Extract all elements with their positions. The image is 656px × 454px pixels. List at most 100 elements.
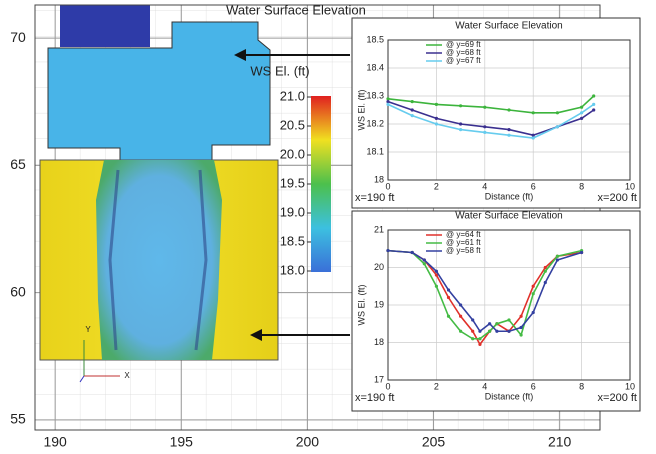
plot-frame	[387, 39, 631, 181]
y-tick-label: 20	[374, 262, 384, 272]
x-tick-label: 8	[579, 181, 584, 191]
point-marker	[386, 97, 390, 101]
x-tick-label: 195	[170, 434, 194, 450]
x-tick-label: 4	[482, 381, 487, 391]
channel-edges	[108, 169, 208, 351]
region-dark	[60, 5, 150, 47]
region-channel	[96, 160, 222, 360]
point-marker	[478, 329, 482, 333]
y-axis-label: WS El. (ft)	[356, 90, 366, 131]
colorbar-tick-label: 19.0	[280, 204, 305, 219]
point-marker	[483, 130, 487, 134]
y-tick-label: 18.4	[366, 62, 384, 72]
inset-panel: Water Surface Elevation 0 2 4 6 8 10 17 18 19 20 21…	[351, 210, 641, 412]
point-marker	[483, 105, 487, 109]
x-axis-label: Distance (ft)	[485, 391, 534, 401]
point-marker	[478, 337, 482, 341]
point-marker	[459, 128, 463, 132]
legend-label: @ y=69 ft	[446, 40, 481, 49]
point-marker	[422, 258, 426, 262]
x-tick-label: 6	[531, 181, 536, 191]
point-marker	[543, 269, 547, 273]
point-marker	[386, 249, 390, 253]
point-marker	[483, 125, 487, 129]
point-marker	[543, 280, 547, 285]
point-marker	[592, 108, 596, 112]
point-marker	[531, 111, 535, 115]
arrow-head	[234, 49, 246, 61]
chart-title: Water Surface Elevation	[455, 211, 562, 222]
point-marker	[434, 102, 438, 106]
point-marker	[459, 104, 463, 108]
point-marker	[471, 318, 475, 322]
series-line	[387, 249, 582, 333]
x-tick-label: 0	[385, 381, 390, 391]
point-marker	[386, 102, 390, 106]
point-marker	[507, 329, 511, 333]
y-tick-label: 21	[374, 224, 384, 234]
point-marker	[543, 265, 547, 270]
point-marker	[471, 329, 475, 333]
colorbar-tick-label: 18.5	[280, 233, 305, 248]
y-tick-label: 19	[374, 299, 384, 309]
y-tick-label: 70	[10, 29, 26, 45]
point-marker	[459, 329, 463, 333]
point-marker	[422, 262, 426, 266]
colorbar-tick-label: 21.0	[280, 88, 305, 103]
x-axis-label: Distance (ft)	[485, 191, 534, 201]
point-marker	[386, 100, 390, 104]
y-tick-label: 18	[374, 174, 384, 184]
point-marker	[410, 250, 414, 255]
legend-label: @ y=67 ft	[446, 56, 481, 65]
point-marker	[495, 322, 499, 326]
point-marker	[555, 254, 560, 258]
y-tick-label: 65	[10, 156, 26, 172]
point-marker	[592, 102, 596, 106]
x-tick-label: 10	[625, 181, 635, 191]
point-marker	[471, 337, 475, 341]
point-marker	[446, 314, 451, 318]
series-line	[387, 95, 595, 114]
colorbar-tick-label: 19.5	[280, 175, 305, 190]
point-marker	[555, 258, 560, 262]
point-marker	[446, 295, 451, 300]
chart-title: Water Surface Elevation	[226, 2, 366, 17]
point-marker	[531, 310, 535, 315]
point-marker	[488, 329, 492, 333]
plot-frame	[387, 229, 631, 381]
point-marker	[531, 133, 535, 137]
point-marker	[488, 322, 492, 326]
legend-label: @ y=61 ft	[446, 238, 481, 247]
point-marker	[531, 284, 535, 288]
series-line	[387, 100, 595, 137]
annotation: x=200 ft	[598, 192, 637, 204]
colorbar	[311, 96, 331, 272]
point-marker	[410, 114, 414, 118]
legend-label: @ y=58 ft	[446, 246, 481, 255]
point-marker	[507, 128, 511, 132]
y-tick-label: 18.2	[366, 118, 384, 128]
y-tick-label: 55	[10, 411, 26, 427]
point-marker	[434, 269, 438, 273]
y-axis-label: WS El. (ft)	[356, 285, 366, 326]
point-marker	[519, 314, 523, 318]
x-tick-label: 2	[434, 381, 439, 391]
point-marker	[580, 105, 584, 109]
point-marker	[580, 116, 584, 120]
point-marker	[580, 250, 584, 255]
point-marker	[434, 273, 438, 277]
inset-panel: Water Surface Elevation 0 2 4 6 8 10 18 18.1 18.2…	[351, 17, 641, 209]
point-marker	[495, 329, 499, 333]
x-tick-label: 8	[579, 381, 584, 391]
x-tick-label: 205	[422, 434, 446, 450]
point-marker	[459, 314, 463, 318]
inset-frame	[351, 17, 641, 209]
point-marker	[434, 284, 438, 288]
series-line	[387, 249, 582, 346]
x-tick-label: 0	[385, 181, 390, 191]
point-marker	[519, 325, 523, 330]
point-marker	[446, 288, 451, 292]
x-tick-label: 10	[625, 381, 635, 391]
annotation: x=190 ft	[355, 192, 394, 204]
